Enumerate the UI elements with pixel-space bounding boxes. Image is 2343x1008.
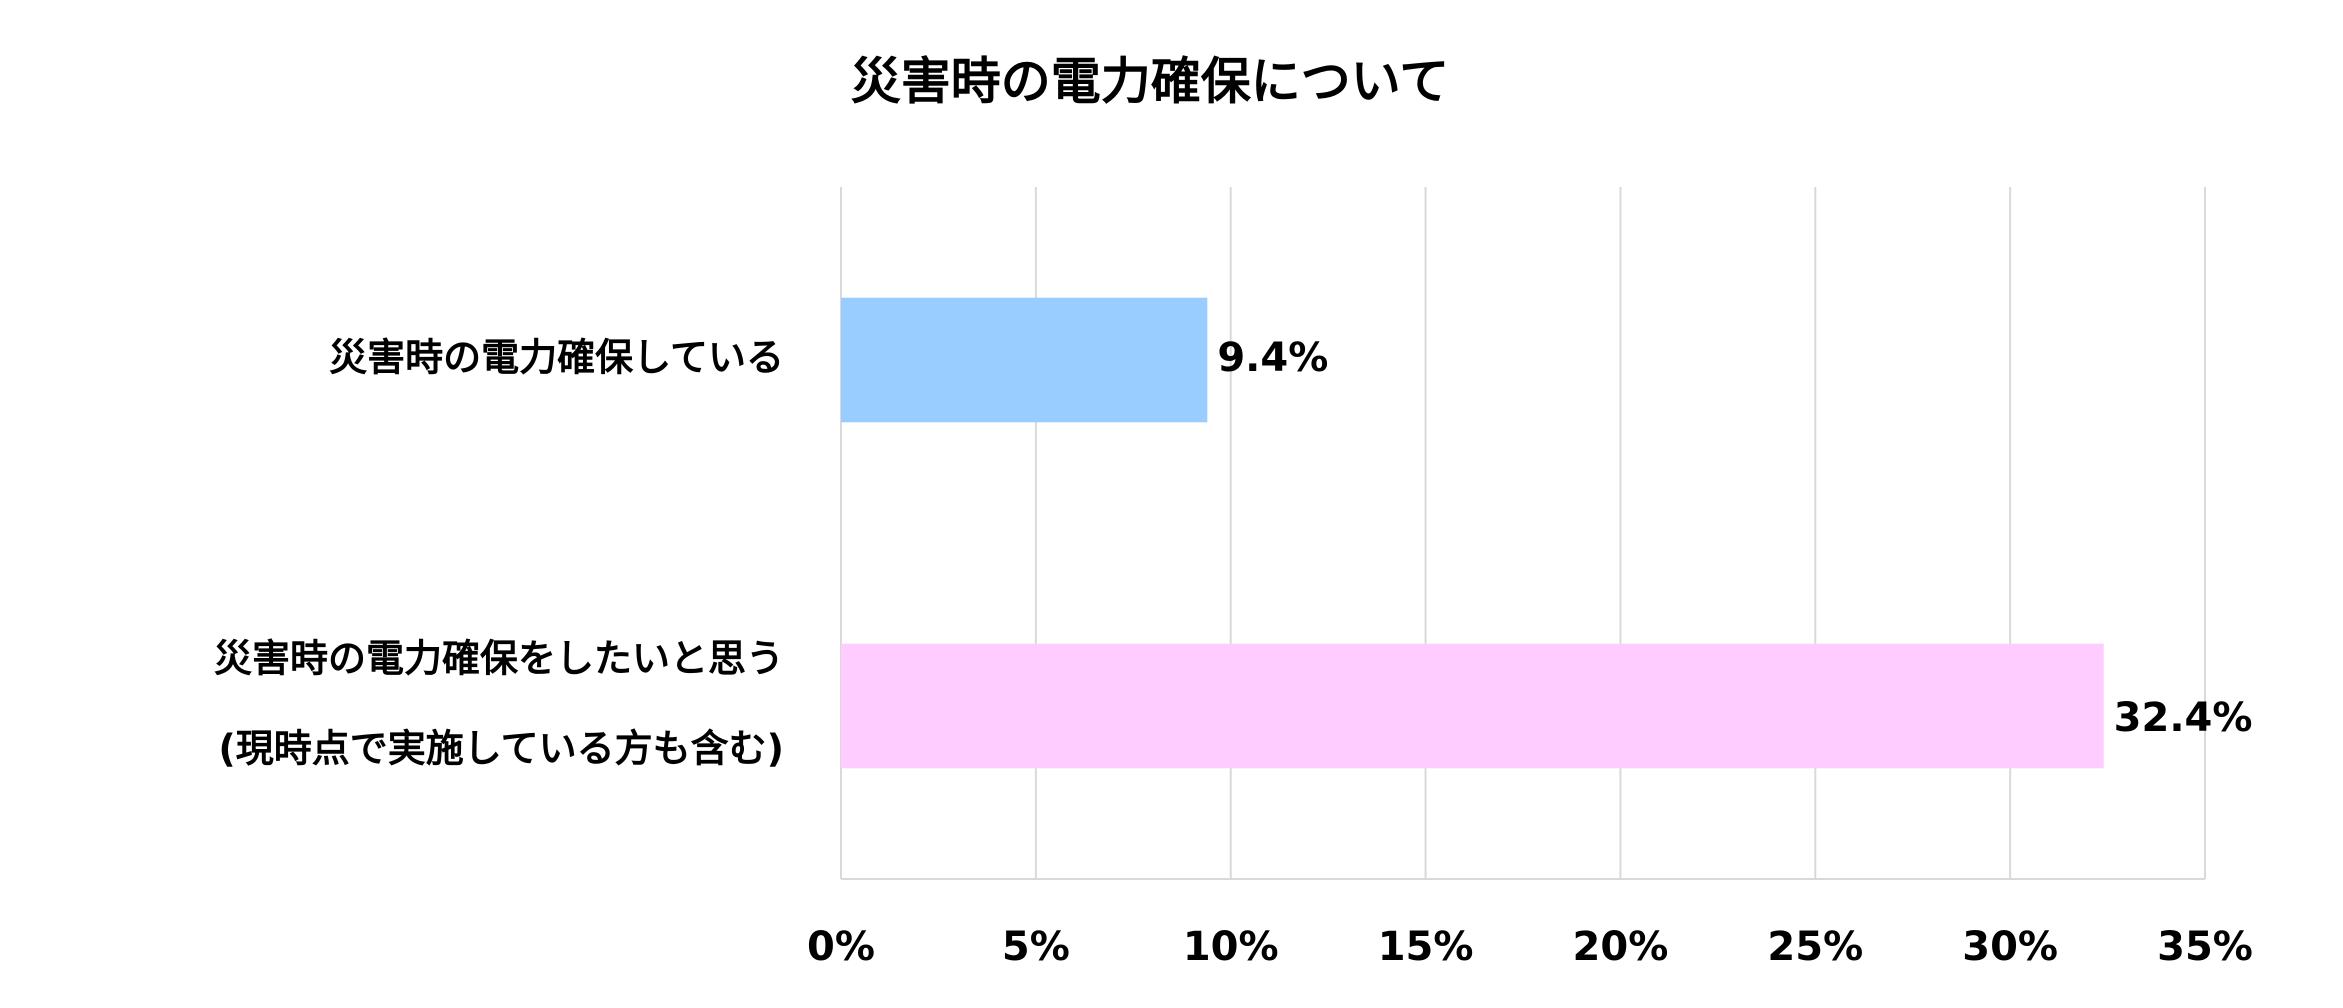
data-label: 32.4% xyxy=(2114,695,2253,741)
y-tick-label: 災害時の電力確保している xyxy=(329,336,784,380)
x-tick-label: 5% xyxy=(1002,924,1070,970)
bar xyxy=(841,297,1208,423)
chart-title: 災害時の電力確保について xyxy=(851,53,1450,111)
x-tick-label: 15% xyxy=(1378,924,1474,970)
x-tick-label: 25% xyxy=(1767,924,1863,970)
data-label: 9.4% xyxy=(1217,335,1328,381)
x-tick-label: 10% xyxy=(1183,924,1279,970)
x-tick-label: 20% xyxy=(1573,924,1669,970)
x-tick-label: 30% xyxy=(1962,924,2058,970)
y-tick-label: (現時点で実施している方も含む) xyxy=(218,727,784,771)
x-tick-label: 35% xyxy=(2157,924,2253,970)
y-tick-label: 災害時の電力確保をしたいと思う xyxy=(214,637,784,681)
x-tick-label: 0% xyxy=(807,924,875,970)
bar xyxy=(841,643,2104,769)
